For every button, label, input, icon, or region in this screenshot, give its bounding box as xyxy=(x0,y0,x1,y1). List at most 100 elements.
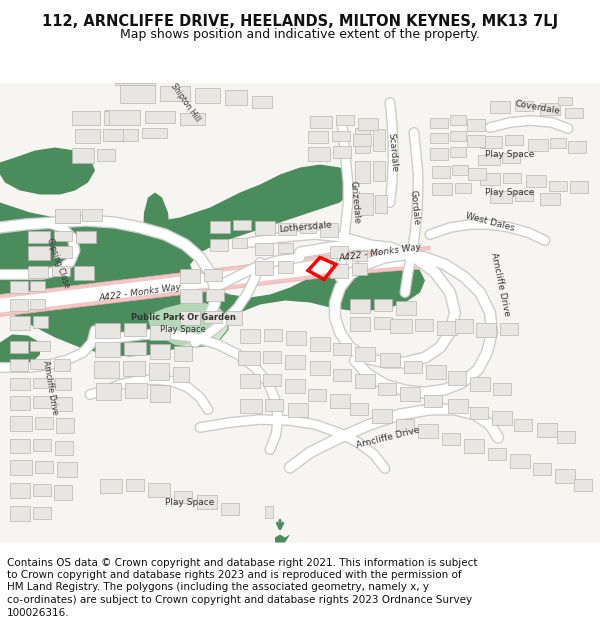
Bar xyxy=(238,351,260,364)
Bar xyxy=(120,84,155,102)
Bar xyxy=(480,173,500,184)
Bar xyxy=(76,231,96,242)
Bar xyxy=(430,118,448,127)
Bar xyxy=(95,322,120,338)
Bar xyxy=(103,129,123,141)
Polygon shape xyxy=(275,534,290,542)
Bar xyxy=(225,89,247,104)
Bar xyxy=(515,191,533,201)
Text: Arncliffe Drive: Arncliffe Drive xyxy=(355,425,421,450)
Bar xyxy=(442,432,460,444)
Bar xyxy=(240,329,260,342)
Bar xyxy=(180,311,200,324)
Bar xyxy=(255,242,273,254)
Bar xyxy=(10,378,30,389)
Text: Shipton Hill: Shipton Hill xyxy=(169,82,202,123)
Bar xyxy=(142,127,167,138)
Bar xyxy=(526,174,546,186)
Bar xyxy=(52,266,70,276)
Bar xyxy=(332,131,350,141)
Bar xyxy=(75,129,100,142)
Bar xyxy=(278,242,293,252)
Text: Arncliffe Drive: Arncliffe Drive xyxy=(41,360,59,415)
Bar xyxy=(549,181,567,191)
Bar xyxy=(30,341,50,351)
Polygon shape xyxy=(0,82,95,194)
Bar xyxy=(10,506,30,521)
Bar xyxy=(100,479,122,492)
Bar xyxy=(470,406,488,419)
Text: Play Space: Play Space xyxy=(160,325,206,334)
Bar xyxy=(430,132,448,142)
Bar xyxy=(320,222,338,236)
Text: West Dales: West Dales xyxy=(464,212,515,233)
Text: Scardale: Scardale xyxy=(387,132,399,173)
Bar xyxy=(300,222,316,232)
Bar xyxy=(308,131,328,142)
Bar xyxy=(10,416,32,431)
Bar xyxy=(430,148,448,159)
Text: 112, ARNCLIFFE DRIVE, HEELANDS, MILTON KEYNES, MK13 7LJ: 112, ARNCLIFFE DRIVE, HEELANDS, MILTON K… xyxy=(42,14,558,29)
Bar xyxy=(28,231,50,242)
Bar xyxy=(396,419,414,431)
Bar xyxy=(285,379,305,392)
Bar xyxy=(350,402,368,414)
Bar xyxy=(55,378,71,389)
Bar xyxy=(310,116,332,128)
Bar xyxy=(418,424,438,438)
Bar xyxy=(448,371,466,384)
Bar xyxy=(197,494,217,509)
Bar xyxy=(378,382,396,394)
Bar xyxy=(10,482,30,498)
Text: co-ordinates) are subject to Crown copyright and database rights 2023 Ordnance S: co-ordinates) are subject to Crown copyr… xyxy=(7,595,472,605)
Bar xyxy=(204,269,222,281)
Bar xyxy=(33,316,48,328)
Polygon shape xyxy=(0,82,425,356)
Bar xyxy=(33,378,51,388)
Bar xyxy=(355,127,370,152)
Bar xyxy=(10,396,30,409)
Bar xyxy=(173,366,189,381)
Bar xyxy=(510,454,530,468)
Bar xyxy=(374,299,392,311)
Bar xyxy=(437,321,457,334)
Bar xyxy=(358,118,378,129)
Bar xyxy=(33,439,51,451)
Bar xyxy=(125,382,147,398)
Bar xyxy=(265,506,273,518)
Bar xyxy=(30,281,45,291)
Bar xyxy=(355,346,375,361)
Bar xyxy=(263,374,281,386)
Text: Coverdale: Coverdale xyxy=(515,99,562,116)
Bar xyxy=(352,262,367,274)
Bar xyxy=(174,346,192,361)
Bar xyxy=(467,134,485,146)
Bar xyxy=(54,484,72,499)
Bar xyxy=(558,96,572,104)
Bar xyxy=(54,396,72,411)
Bar xyxy=(10,281,28,292)
Bar xyxy=(568,141,586,152)
Bar xyxy=(514,419,532,431)
Bar xyxy=(105,109,140,124)
Bar xyxy=(33,506,51,519)
Bar xyxy=(478,154,500,164)
Bar xyxy=(373,161,385,181)
Bar xyxy=(570,181,588,192)
Bar xyxy=(540,192,560,204)
Bar xyxy=(264,329,282,341)
Bar xyxy=(555,469,575,482)
Bar xyxy=(124,322,146,336)
Bar xyxy=(252,96,272,108)
Text: to Crown copyright and database rights 2023 and is reproduced with the permissio: to Crown copyright and database rights 2… xyxy=(7,570,462,580)
Bar xyxy=(415,319,433,331)
Text: Play Space: Play Space xyxy=(485,150,535,159)
Bar xyxy=(278,261,293,272)
Bar xyxy=(404,361,422,372)
Text: Play Space: Play Space xyxy=(166,498,215,507)
Text: A422 - Monks Way: A422 - Monks Way xyxy=(338,242,422,262)
Bar xyxy=(490,191,512,202)
Bar xyxy=(55,209,80,222)
Bar xyxy=(480,136,502,148)
Bar xyxy=(330,394,350,408)
